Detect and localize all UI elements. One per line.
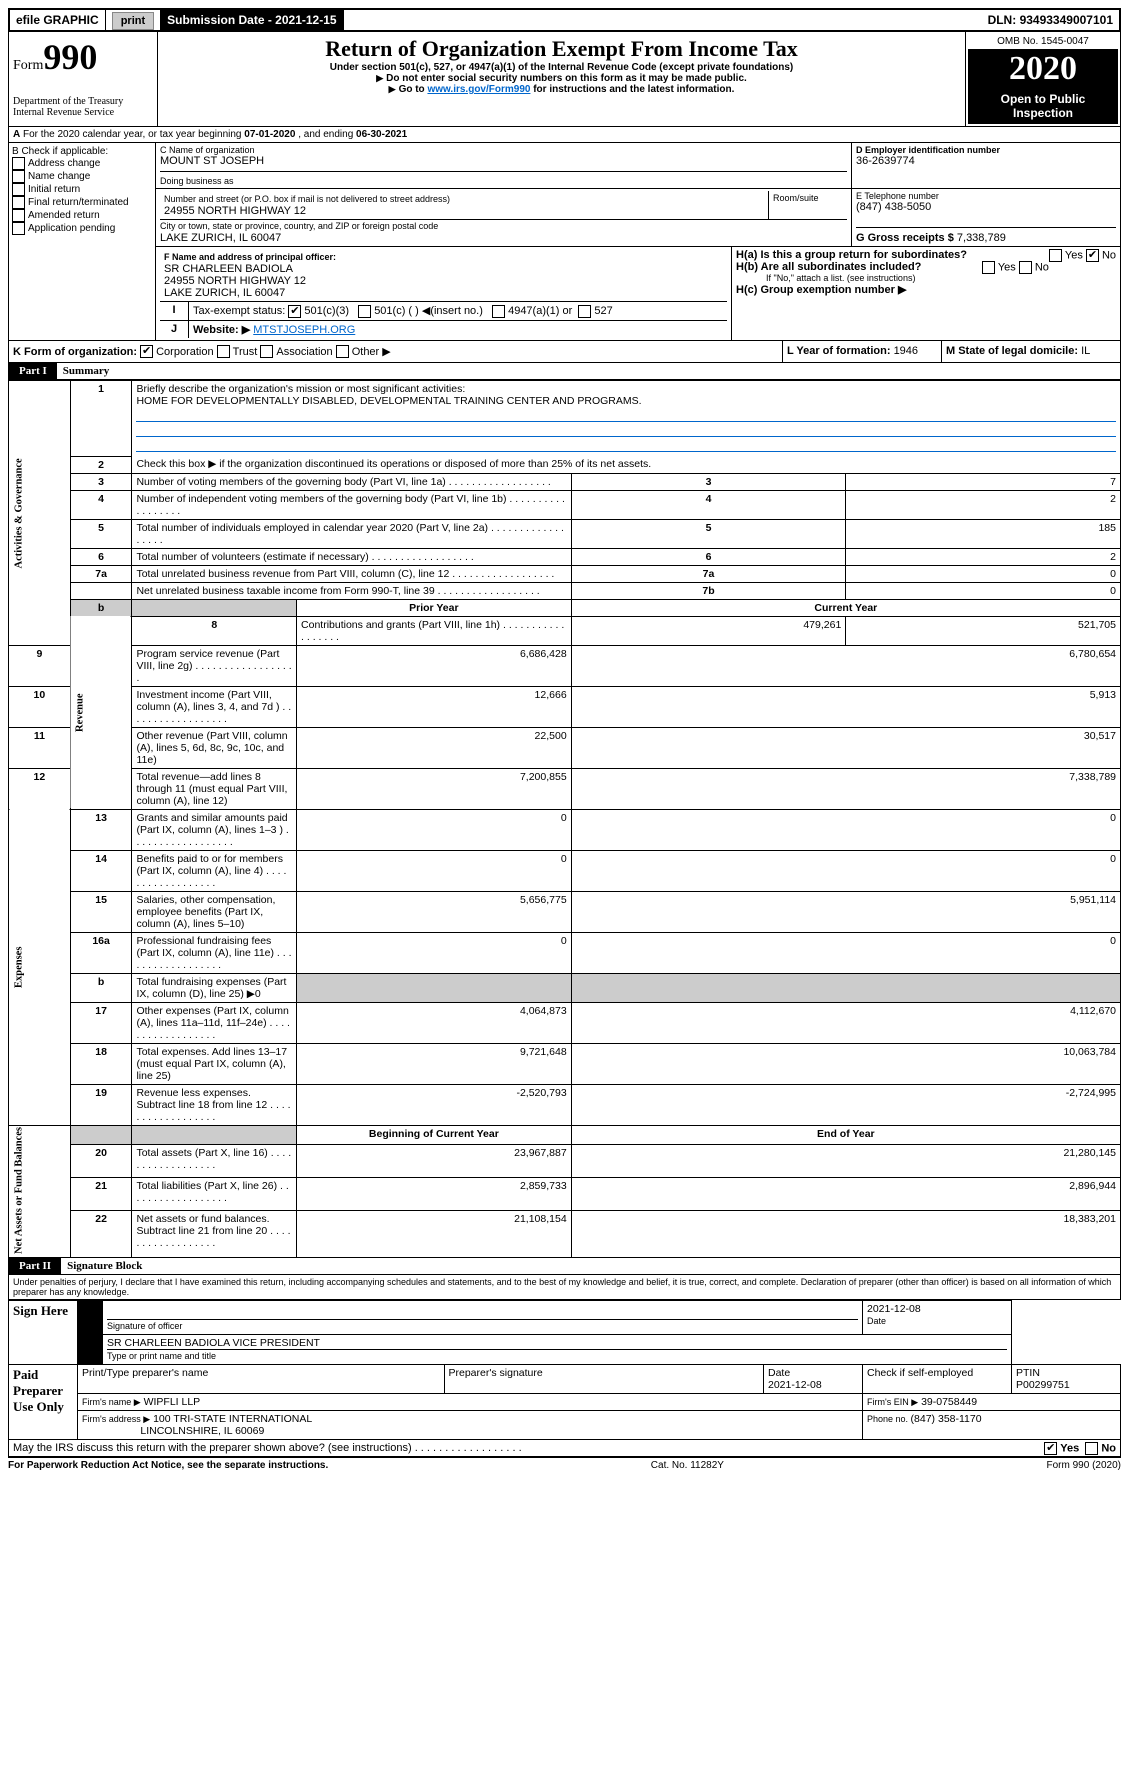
cb-discuss-no[interactable]	[1085, 1442, 1098, 1455]
state-domicile: IL	[1081, 345, 1090, 357]
rev-12: 7,338,789	[571, 768, 1120, 809]
cb-name-change[interactable]	[12, 170, 25, 183]
firm-name: WIPFLI LLP	[144, 1396, 201, 1408]
org-city: LAKE ZURICH, IL 60047	[160, 232, 281, 244]
net-22: 18,383,201	[571, 1210, 1120, 1257]
cb-527[interactable]	[578, 305, 591, 318]
cb-501c3[interactable]	[288, 305, 301, 318]
form-sub3b: for instructions and the latest informat…	[530, 84, 734, 95]
net-20: 21,280,145	[571, 1145, 1120, 1178]
form-label: Form	[13, 58, 43, 73]
val-5: 185	[846, 519, 1121, 548]
exp-19: -2,724,995	[571, 1084, 1120, 1125]
cb-hb-no[interactable]	[1019, 261, 1032, 274]
cb-initial-return[interactable]	[12, 183, 25, 196]
summary-table: Activities & Governance 1 Briefly descri…	[8, 380, 1121, 1257]
cb-application[interactable]	[12, 222, 25, 235]
cb-amended[interactable]	[12, 209, 25, 222]
cb-hb-yes[interactable]	[982, 261, 995, 274]
print-button[interactable]: print	[112, 12, 154, 30]
exp-17: 4,112,670	[571, 1002, 1120, 1043]
cb-discuss-yes[interactable]	[1044, 1442, 1057, 1455]
val-4: 2	[846, 490, 1121, 519]
val-3: 7	[846, 473, 1121, 490]
cb-trust[interactable]	[217, 345, 230, 358]
val-6: 2	[846, 548, 1121, 565]
firm-ein: 39-0758449	[921, 1396, 977, 1408]
gross-receipts: 7,338,789	[957, 232, 1006, 244]
declaration: Under penalties of perjury, I declare th…	[8, 1275, 1121, 1300]
cb-other[interactable]	[336, 345, 349, 358]
entity-block: B Check if applicable: Address change Na…	[8, 143, 1121, 341]
part2-header: Part IISignature Block	[8, 1258, 1121, 1275]
firm-phone: (847) 358-1170	[911, 1413, 982, 1425]
dln-label: DLN:	[988, 13, 1020, 27]
signature-table: Sign Here Signature of officer 2021-12-0…	[8, 1300, 1121, 1440]
form-title: Return of Organization Exempt From Incom…	[162, 36, 961, 62]
exp-15: 5,951,114	[571, 891, 1120, 932]
discuss-line: May the IRS discuss this return with the…	[8, 1440, 1121, 1457]
side-net: Net Assets or Fund Balances	[9, 1125, 71, 1257]
line-klm: K Form of organization: Corporation Trus…	[8, 341, 1121, 364]
cb-corp[interactable]	[140, 345, 153, 358]
cb-assoc[interactable]	[260, 345, 273, 358]
val-7a: 0	[846, 565, 1121, 582]
dln-value: 93493349007101	[1020, 13, 1113, 27]
page-footer: For Paperwork Reduction Act Notice, see …	[8, 1457, 1121, 1471]
officer-sig: SR CHARLEEN BADIOLA VICE PRESIDENT	[107, 1337, 1007, 1350]
instructions-link[interactable]: www.irs.gov/Form990	[427, 84, 530, 95]
side-ag: Activities & Governance	[9, 381, 71, 646]
cb-ha-no[interactable]	[1086, 249, 1099, 262]
mission-text: HOME FOR DEVELOPMENTALLY DISABLED, DEVEL…	[136, 395, 641, 407]
year-formation: 1946	[894, 345, 918, 357]
efile-label: efile GRAPHIC	[10, 10, 106, 30]
subdate-value: 2021-12-15	[275, 13, 336, 27]
cb-ha-yes[interactable]	[1049, 249, 1062, 262]
col-b-checkboxes: B Check if applicable: Address change Na…	[9, 143, 156, 340]
cb-final-return[interactable]	[12, 196, 25, 209]
exp-13: 0	[571, 809, 1120, 850]
form-number: 990	[43, 37, 97, 77]
dept-label: Department of the Treasury	[13, 96, 153, 107]
exp-14: 0	[571, 850, 1120, 891]
rev-9: 6,780,654	[571, 645, 1120, 686]
irs-label: Internal Revenue Service	[13, 107, 153, 118]
form-sub3a: Go to	[389, 84, 428, 95]
val-7b: 0	[846, 582, 1121, 599]
line-a: A For the 2020 calendar year, or tax yea…	[8, 127, 1121, 143]
part1-header: Part ISummary	[8, 363, 1121, 380]
tax-year: 2020	[968, 50, 1118, 88]
cb-501c[interactable]	[358, 305, 371, 318]
net-21: 2,896,944	[571, 1178, 1120, 1211]
ptin-value: P00299751	[1016, 1379, 1070, 1391]
org-name: MOUNT ST JOSEPH	[160, 155, 847, 167]
open-inspection: Open to Public Inspection	[968, 88, 1118, 124]
top-bar: efile GRAPHIC print Submission Date - 20…	[8, 8, 1121, 32]
rev-8: 521,705	[846, 616, 1121, 645]
exp-16a: 0	[571, 932, 1120, 973]
ein-value: 36-2639774	[856, 155, 1116, 167]
org-address: 24955 NORTH HIGHWAY 12	[164, 205, 306, 217]
form-sub1: Under section 501(c), 527, or 4947(a)(1)…	[162, 62, 961, 73]
exp-18: 10,063,784	[571, 1043, 1120, 1084]
cb-address-change[interactable]	[12, 157, 25, 170]
phone-value: (847) 438-5050	[856, 201, 1116, 213]
cb-4947[interactable]	[492, 305, 505, 318]
officer-name: SR CHARLEEN BADIOLA	[164, 263, 293, 275]
subdate-label: Submission Date -	[167, 13, 275, 27]
side-rev: Revenue	[70, 616, 132, 809]
form-header: Form990 Department of the Treasury Inter…	[8, 32, 1121, 127]
rev-10: 5,913	[571, 686, 1120, 727]
website-link[interactable]: MTSTJOSEPH.ORG	[253, 324, 355, 336]
form-sub2: Do not enter social security numbers on …	[162, 73, 961, 84]
rev-11: 30,517	[571, 727, 1120, 768]
omb-label: OMB No. 1545-0047	[968, 34, 1118, 50]
side-exp: Expenses	[9, 809, 71, 1125]
